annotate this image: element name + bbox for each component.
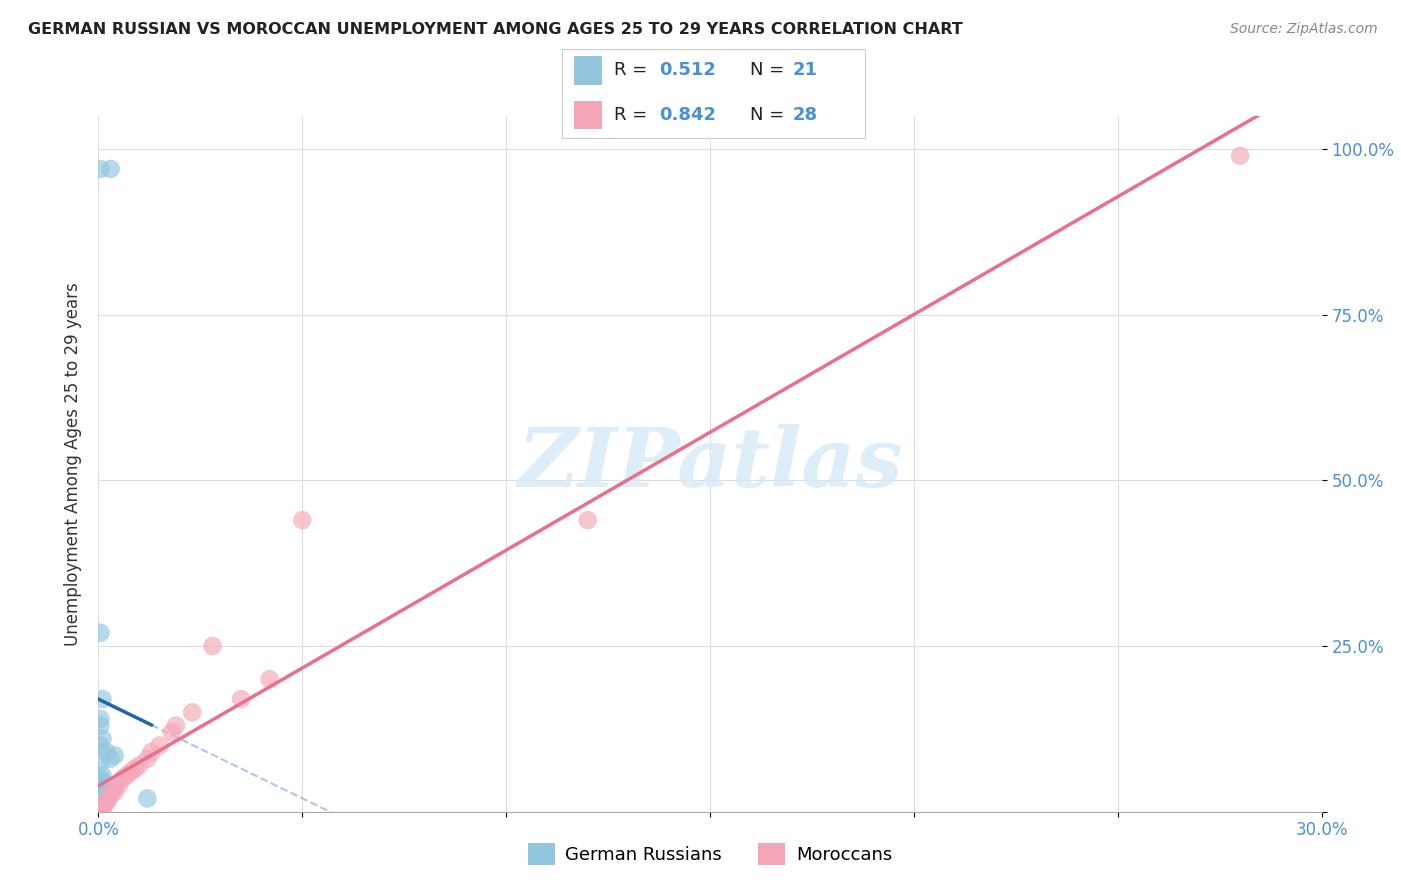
Bar [575, 101, 602, 129]
Point [128, 758, 150, 772]
Point [149, 739, 172, 753]
Point [160, 725, 183, 739]
Y-axis label: Unemployment Among Ages 25 to 29 years: Unemployment Among Ages 25 to 29 years [63, 282, 82, 646]
Point [111, 772, 134, 786]
Point [89, 718, 111, 732]
Point [89, 778, 111, 792]
Point [89, 161, 111, 176]
Point [89, 755, 111, 769]
Point [89, 781, 111, 796]
Point [89, 804, 111, 818]
Legend: German Russians, Moroccans: German Russians, Moroccans [520, 836, 900, 872]
Point [89, 801, 111, 815]
Point [91, 799, 114, 814]
Text: ZIPatlas: ZIPatlas [517, 424, 903, 504]
Point [89, 803, 111, 817]
Text: R =: R = [614, 62, 652, 79]
Point [97, 791, 120, 805]
Point [100, 161, 122, 176]
Point [115, 768, 138, 782]
Point [104, 781, 127, 796]
Point [91, 692, 114, 706]
Point [231, 692, 253, 706]
Text: 21: 21 [792, 62, 817, 79]
Point [89, 788, 111, 802]
Point [104, 748, 127, 763]
Point [201, 639, 224, 653]
Point [165, 718, 187, 732]
Point [108, 778, 131, 792]
Text: N =: N = [749, 62, 790, 79]
Point [89, 625, 111, 640]
Point [1229, 149, 1251, 163]
Point [136, 752, 159, 766]
Point [100, 752, 122, 766]
Point [87, 804, 110, 818]
Point [141, 745, 163, 759]
Point [91, 768, 114, 782]
Point [120, 764, 142, 779]
Point [124, 762, 146, 776]
Point [91, 775, 114, 789]
Point [259, 672, 281, 686]
Point [89, 712, 111, 726]
Point [136, 791, 159, 805]
Point [93, 798, 115, 813]
Text: 28: 28 [792, 106, 817, 124]
Point [100, 788, 122, 802]
Text: 0.842: 0.842 [659, 106, 716, 124]
Text: 0.512: 0.512 [659, 62, 716, 79]
Point [96, 795, 118, 809]
Point [89, 772, 111, 786]
Text: N =: N = [749, 106, 790, 124]
Point [91, 731, 114, 746]
Point [96, 745, 118, 759]
Text: GERMAN RUSSIAN VS MOROCCAN UNEMPLOYMENT AMONG AGES 25 TO 29 YEARS CORRELATION CH: GERMAN RUSSIAN VS MOROCCAN UNEMPLOYMENT … [28, 22, 963, 37]
Point [291, 513, 314, 527]
Point [181, 706, 204, 720]
Point [576, 513, 599, 527]
Text: R =: R = [614, 106, 652, 124]
Text: Source: ZipAtlas.com: Source: ZipAtlas.com [1230, 22, 1378, 37]
Point [89, 739, 111, 753]
Bar [575, 56, 602, 85]
Point [104, 785, 127, 799]
Point [91, 801, 114, 815]
